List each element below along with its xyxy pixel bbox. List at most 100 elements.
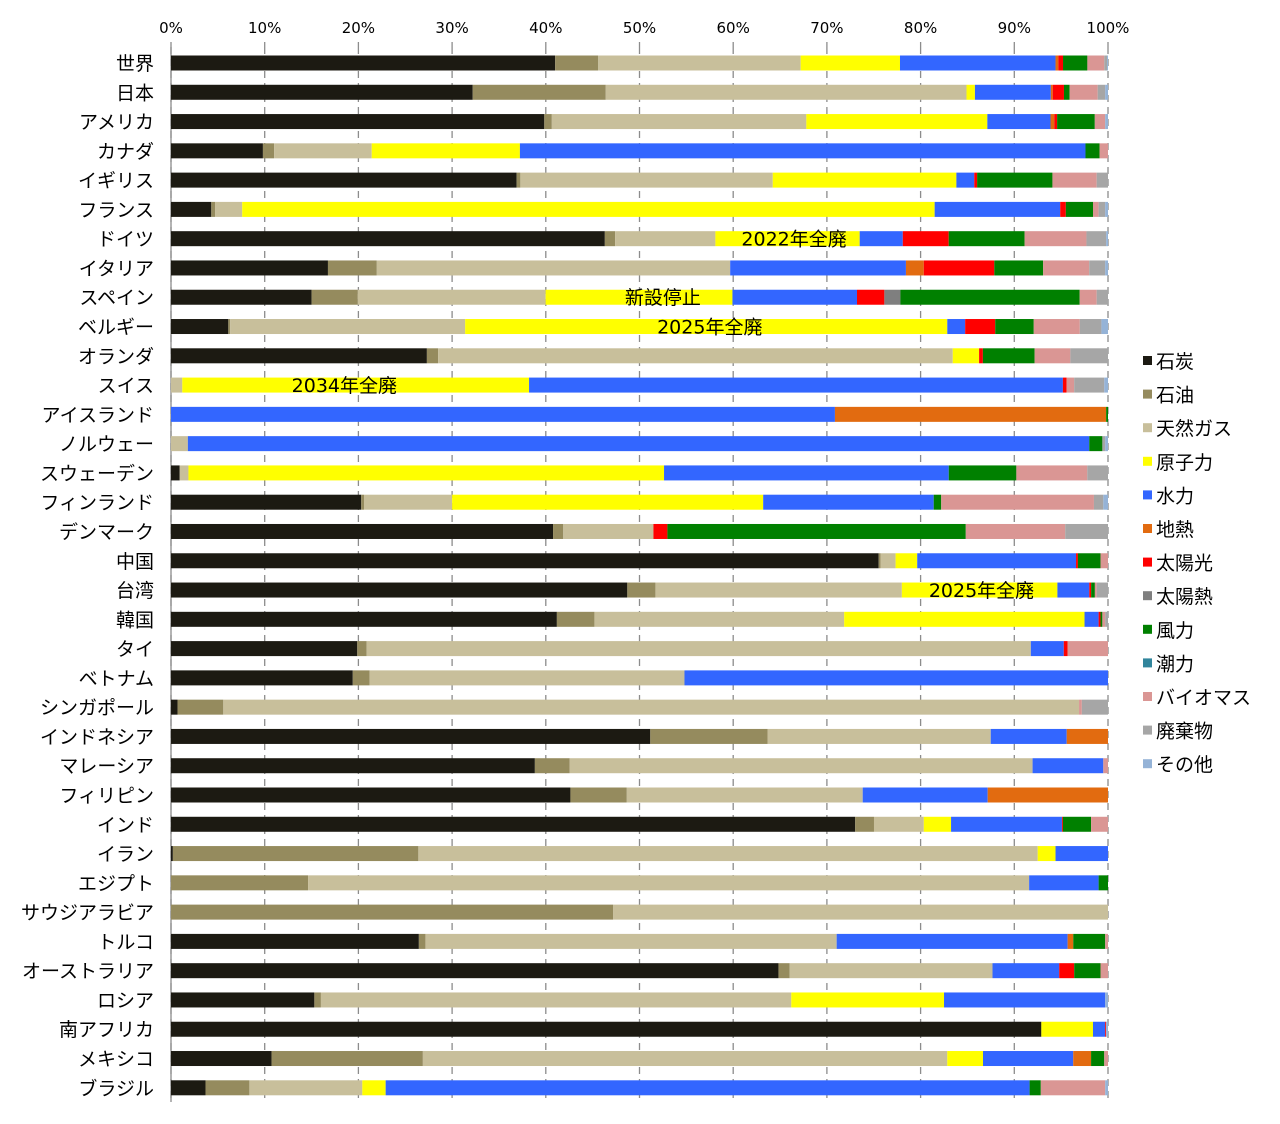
category-label: インドネシア: [40, 726, 154, 748]
category-label: イギリス: [78, 170, 154, 192]
bar-segment: [1073, 1051, 1092, 1067]
bar-segment: [519, 143, 1086, 159]
bar-segment: [529, 377, 1063, 393]
bar-segment: [844, 611, 1085, 627]
bar-segment: [1089, 436, 1103, 452]
bar-segment: [1030, 641, 1064, 657]
category-label: オーストラリア: [22, 961, 154, 983]
bar-segment: [605, 84, 967, 100]
bar-segment: [789, 963, 993, 979]
bar-segment: [806, 114, 988, 130]
bar-segment: [1074, 963, 1101, 979]
bar-segment: [171, 319, 229, 335]
category-label: ベトナム: [79, 668, 154, 690]
category-label: サウジアラビア: [21, 902, 154, 924]
x-tick-label: 70%: [810, 19, 843, 37]
bar-segment: [880, 553, 896, 569]
bar-segment: [249, 1080, 363, 1096]
bar-segment: [177, 699, 224, 715]
bar-segment: [1089, 260, 1106, 276]
legend-swatch: [1143, 692, 1152, 701]
x-tick-label: 0%: [159, 19, 183, 37]
bar-segment: [1098, 201, 1106, 217]
bar-segment: [626, 787, 863, 803]
bar-segment: [376, 260, 731, 276]
annotation-label: 2025年全廃: [929, 580, 1034, 602]
bar-segment: [1073, 933, 1106, 949]
bar-segment: [1100, 611, 1103, 627]
bar-segment: [171, 1021, 1042, 1037]
bar-segment: [274, 143, 372, 159]
bar-segment: [905, 260, 924, 276]
bar-segment: [979, 348, 983, 364]
bar-segment: [271, 1051, 423, 1067]
bar-segment: [1096, 582, 1108, 598]
bar-segment: [763, 494, 934, 510]
bar-segment: [1050, 114, 1055, 130]
x-tick-label: 30%: [435, 19, 468, 37]
bar-segment: [1105, 933, 1108, 949]
bar-segment: [569, 758, 1033, 774]
bar-segment: [836, 933, 1068, 949]
category-labels: 世界日本アメリカカナダイギリスフランスドイツイタリアスペインベルギーオランダスイ…: [21, 53, 154, 1100]
bar-segment: [1052, 172, 1097, 188]
bar-segment: [1029, 875, 1099, 891]
category-label: 南アフリカ: [59, 1019, 154, 1041]
bar-segment: [1060, 201, 1066, 217]
legend-swatch: [1143, 456, 1152, 466]
bar-segment: [947, 319, 966, 335]
bar-segment: [1105, 201, 1108, 217]
bar-segment: [438, 348, 953, 364]
bar-segment: [352, 670, 370, 686]
bar-segment: [1077, 553, 1101, 569]
bar-segment: [1032, 758, 1104, 774]
bar-segment: [534, 758, 570, 774]
bar-segment: [418, 933, 426, 949]
bar-segment: [556, 611, 595, 627]
bar-segment: [1085, 143, 1100, 159]
bar-segment: [1079, 319, 1102, 335]
legend-label: 石炭: [1156, 351, 1194, 373]
bar-segment: [1067, 933, 1074, 949]
bar-segment: [923, 816, 952, 832]
category-label: シンガポール: [40, 697, 154, 719]
legend-swatch: [1143, 725, 1152, 735]
category-label: アイスランド: [42, 404, 154, 426]
category-label: フィリピン: [59, 785, 154, 807]
bar-segment: [171, 992, 315, 1008]
bar-segment: [1091, 582, 1095, 598]
bar-segment: [948, 465, 1017, 481]
category-label: ベルギー: [78, 317, 154, 339]
bar-segment: [650, 728, 768, 744]
category-label: デンマーク: [59, 521, 154, 543]
bar-segment: [171, 84, 473, 100]
bar-segment: [1103, 494, 1108, 510]
bar-segment: [732, 289, 858, 305]
bar-segment: [1029, 1080, 1041, 1096]
category-label: トルコ: [97, 931, 154, 953]
bar-segment: [1079, 289, 1097, 305]
bar-segment: [187, 436, 1090, 452]
bar-segment: [1096, 289, 1108, 305]
bar-segment: [994, 260, 1044, 276]
category-label: ロシア: [97, 990, 154, 1012]
legend-label: 地熱: [1156, 519, 1194, 541]
bar-segment: [613, 904, 1108, 920]
bar-segment: [778, 963, 790, 979]
bar-segment: [983, 1051, 1074, 1067]
bar-segment: [1087, 55, 1105, 71]
bar-segment: [995, 319, 1034, 335]
bar-segment: [362, 1080, 386, 1096]
bar-segment: [171, 904, 614, 920]
legend-swatch: [1143, 557, 1152, 567]
bar-segment: [1016, 465, 1088, 481]
bar-segment: [1076, 553, 1078, 569]
bar-segment: [1086, 231, 1107, 247]
bar-segment: [934, 201, 1061, 217]
bar-segment: [563, 523, 654, 539]
category-label: メキシコ: [78, 1049, 154, 1071]
bar-segment: [1065, 201, 1094, 217]
bar-segments: [171, 55, 1108, 1096]
category-label: ドイツ: [97, 229, 154, 251]
